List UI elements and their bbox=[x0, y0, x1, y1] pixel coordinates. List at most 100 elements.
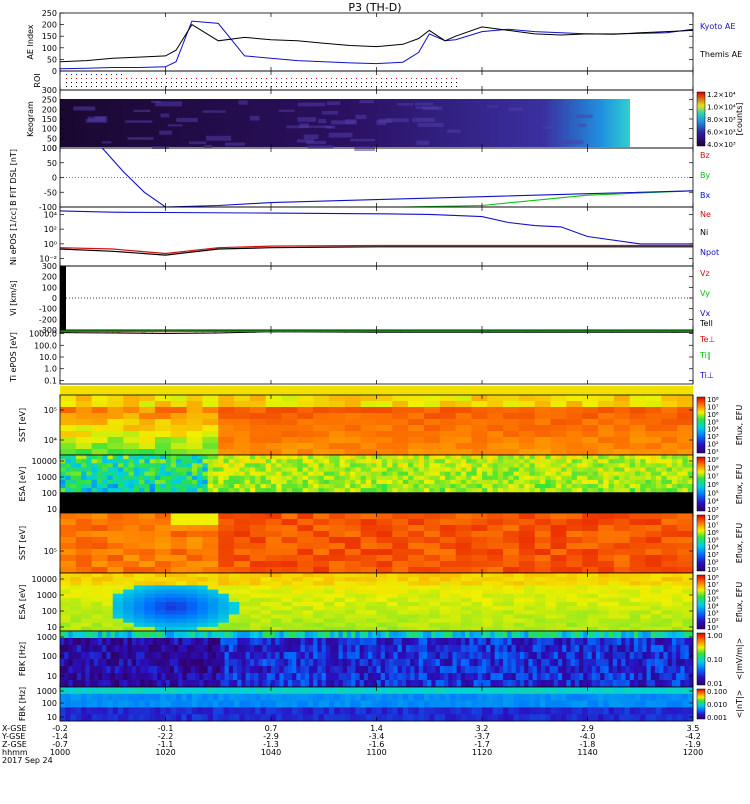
spectrogram-cell bbox=[609, 614, 620, 619]
panel-ylabel: SST [eV] bbox=[18, 408, 27, 442]
spectrogram-cell bbox=[132, 680, 137, 687]
spectrogram-cell bbox=[202, 476, 208, 481]
spectrogram-cell bbox=[171, 459, 177, 464]
spectrogram-cell bbox=[90, 652, 95, 659]
spectrogram-cell bbox=[619, 610, 630, 615]
spectrogram-cell bbox=[582, 531, 598, 537]
spectrogram-cell bbox=[187, 573, 198, 578]
spectrogram-cell bbox=[229, 594, 240, 599]
spectrogram-cell bbox=[98, 659, 103, 666]
spectrogram-cell bbox=[260, 496, 266, 501]
spectrogram-cell bbox=[76, 492, 82, 497]
spectrogram-cell bbox=[529, 505, 535, 510]
spectrogram-cell bbox=[153, 659, 158, 666]
spectrogram-cell bbox=[429, 590, 440, 595]
spectrogram-cell bbox=[398, 505, 404, 510]
spectrogram-cell bbox=[535, 610, 546, 615]
spectrogram-cell bbox=[582, 455, 588, 460]
spectrogram-cell bbox=[457, 631, 462, 638]
spectrogram-cell bbox=[661, 484, 667, 489]
spectrogram-cell bbox=[535, 467, 541, 472]
spectrogram-cell bbox=[187, 645, 192, 652]
spectrogram-cell bbox=[81, 652, 86, 659]
spectrogram-cell bbox=[313, 480, 319, 485]
spectrogram-cell bbox=[640, 472, 646, 477]
spectrogram-cell bbox=[271, 496, 277, 501]
spectrogram-cell bbox=[452, 673, 457, 680]
spectrogram-cell bbox=[471, 606, 482, 611]
spectrogram-cell bbox=[313, 602, 324, 607]
spectrogram-cell bbox=[528, 652, 533, 659]
spectrogram-cell bbox=[366, 602, 377, 607]
spectrogram-cell bbox=[512, 652, 517, 659]
spectrogram-cell bbox=[556, 505, 562, 510]
spectrogram-cell bbox=[582, 543, 598, 549]
spectrogram-cell bbox=[461, 680, 466, 687]
legend-entry: Bx bbox=[700, 191, 710, 200]
spectrogram-cell bbox=[377, 619, 388, 624]
spectrogram-cell bbox=[535, 437, 551, 443]
spectrogram-cell bbox=[424, 519, 440, 525]
spectrogram-cell bbox=[355, 480, 361, 485]
roi-dot bbox=[221, 82, 222, 83]
spectrogram-cell bbox=[598, 472, 604, 477]
spectrogram-cell bbox=[113, 585, 124, 590]
spectrogram-cell bbox=[520, 631, 525, 638]
spectrogram-cell bbox=[499, 652, 504, 659]
spectrogram-cell bbox=[71, 623, 82, 628]
spectrogram-cell bbox=[478, 645, 483, 652]
spectrogram-cell bbox=[503, 537, 519, 543]
spectrogram-cell bbox=[385, 666, 390, 673]
spectrogram-cell bbox=[123, 666, 128, 673]
spectrogram-cell bbox=[166, 619, 177, 624]
roi-dot bbox=[326, 86, 327, 87]
spectrogram-cell bbox=[76, 519, 92, 525]
spectrogram-cell bbox=[81, 577, 92, 582]
spectrogram-cell bbox=[682, 598, 693, 603]
spectrogram-cell bbox=[355, 619, 366, 624]
spectrogram-cell bbox=[360, 638, 365, 645]
spectrogram-cell bbox=[324, 463, 330, 468]
spectrogram-cell bbox=[514, 610, 525, 615]
spectrogram-cell bbox=[71, 590, 82, 595]
spectrogram-cell bbox=[408, 505, 414, 510]
spectrogram-cell bbox=[181, 492, 187, 497]
spectrogram-cell bbox=[144, 598, 155, 603]
spectrogram-cell bbox=[440, 585, 451, 590]
spectrogram-cell bbox=[361, 472, 367, 477]
spectrogram-cell bbox=[566, 543, 582, 549]
spectrogram-cell bbox=[313, 459, 319, 464]
roi-dot bbox=[261, 86, 262, 87]
roi-dot bbox=[201, 86, 202, 87]
spectrogram-cell bbox=[519, 531, 535, 537]
spectrogram-cell bbox=[123, 567, 139, 573]
spectrogram-cell bbox=[646, 437, 662, 443]
spectrogram-cell bbox=[187, 577, 198, 582]
spectrogram-cell bbox=[155, 476, 161, 481]
roi-dot bbox=[171, 86, 172, 87]
spectrogram-cell bbox=[136, 673, 141, 680]
roi-dot bbox=[216, 78, 217, 79]
spectrogram-cell bbox=[213, 472, 219, 477]
spectrogram-cell bbox=[187, 652, 192, 659]
spectrogram-cell bbox=[202, 449, 218, 455]
spectrogram-cell bbox=[161, 659, 166, 666]
spectrogram-cell bbox=[351, 659, 356, 666]
spectrogram-cell bbox=[355, 581, 366, 586]
spectrogram-cell bbox=[408, 525, 424, 531]
spectrogram-cell bbox=[551, 496, 557, 501]
ytick-label: 50 bbox=[47, 134, 57, 143]
spectrogram-cell bbox=[516, 673, 521, 680]
roi-dot bbox=[161, 78, 162, 79]
spectrogram-cell bbox=[296, 673, 301, 680]
spectrogram-cell bbox=[551, 567, 567, 573]
spectrogram-cell bbox=[65, 459, 71, 464]
spectrogram-cell bbox=[598, 623, 609, 628]
spectrogram-cell bbox=[301, 652, 306, 659]
spectrogram-cell bbox=[271, 492, 277, 497]
spectrogram-cell bbox=[229, 680, 234, 687]
spectrogram-cell bbox=[329, 543, 345, 549]
spectrogram-cell bbox=[408, 501, 414, 506]
spectrogram-cell bbox=[161, 673, 166, 680]
spectrogram-cell bbox=[260, 590, 271, 595]
